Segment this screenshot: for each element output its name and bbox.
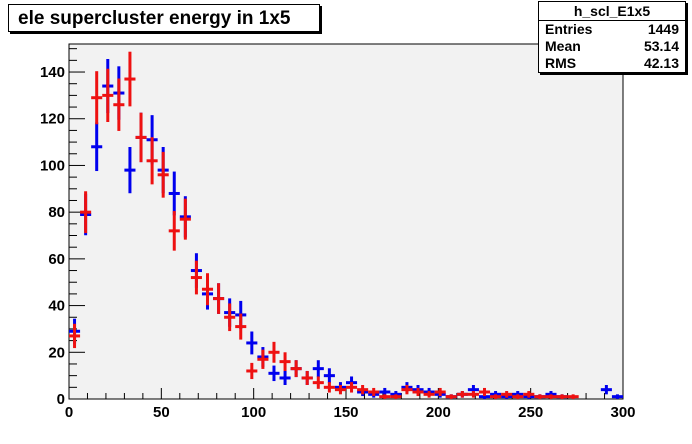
- y-tick-label: 120: [40, 111, 65, 128]
- data-point: [334, 384, 346, 395]
- stats-entries-value: 1449: [647, 21, 679, 37]
- y-tick-label: 80: [48, 204, 65, 221]
- stats-row-mean: Mean 53.14: [539, 38, 685, 55]
- data-point: [368, 387, 380, 397]
- stats-box: h_scl_E1x5 Entries 1449 Mean 53.14 RMS 4…: [538, 1, 686, 73]
- data-point: [390, 394, 402, 399]
- data-point: [534, 394, 546, 399]
- data-point: [157, 151, 169, 198]
- data-point: [268, 365, 280, 382]
- data-point: [246, 362, 258, 380]
- x-tick-label: 200: [426, 404, 451, 421]
- data-point: [168, 211, 180, 251]
- data-point: [124, 51, 136, 107]
- data-point: [600, 384, 612, 395]
- data-point: [323, 368, 335, 384]
- axis-ticks: [68, 48, 624, 400]
- y-tick-label: 100: [40, 157, 65, 174]
- y-tick-label: 40: [48, 298, 65, 315]
- data-point: [478, 387, 491, 397]
- stats-rms-label: RMS: [545, 55, 577, 71]
- series-2: [69, 51, 579, 399]
- data-point: [168, 171, 180, 216]
- data-point: [323, 382, 335, 393]
- plot-frame: [68, 43, 624, 400]
- data-point: [445, 394, 457, 399]
- x-tick-label: 0: [65, 404, 73, 421]
- data-point: [379, 394, 391, 399]
- histogram-title: ele supercluster energy in 1x5: [8, 4, 320, 32]
- data-point: [301, 370, 313, 385]
- data-point: [201, 273, 214, 306]
- data-point: [456, 391, 468, 398]
- data-point: [146, 137, 158, 185]
- stats-row-entries: Entries 1449: [539, 21, 685, 38]
- y-tick-label: 20: [48, 344, 65, 361]
- data-point: [268, 341, 280, 363]
- data-point: [501, 391, 513, 398]
- stats-mean-label: Mean: [545, 38, 581, 54]
- data-point: [190, 260, 202, 295]
- x-tick-label: 50: [153, 404, 170, 421]
- data-point: [611, 394, 623, 399]
- data-point: [412, 387, 424, 397]
- data-point: [567, 394, 579, 399]
- data-point: [523, 391, 535, 398]
- data-point: [279, 352, 291, 371]
- x-tick-label: 150: [333, 404, 358, 421]
- data-point: [279, 370, 291, 385]
- data-point: [179, 198, 191, 240]
- data-point: [490, 394, 502, 399]
- data-point: [401, 384, 413, 395]
- data-point: [135, 112, 147, 163]
- stats-histogram-name: h_scl_E1x5: [539, 2, 685, 21]
- data-point: [124, 146, 136, 194]
- data-series: [69, 51, 623, 399]
- data-point: [224, 303, 236, 332]
- y-tick-label: 60: [48, 251, 65, 268]
- x-tick-label: 300: [610, 404, 635, 421]
- data-point: [346, 382, 358, 393]
- data-point: [213, 283, 225, 314]
- data-point: [545, 394, 557, 399]
- data-point: [312, 360, 324, 378]
- data-point: [556, 394, 568, 399]
- data-point: [512, 394, 524, 399]
- stats-row-rms: RMS 42.13: [539, 55, 685, 72]
- data-point: [357, 384, 369, 395]
- data-point: [102, 68, 114, 123]
- y-tick-label: 140: [40, 64, 65, 81]
- data-point: [69, 323, 81, 349]
- data-point: [312, 376, 324, 389]
- data-point: [80, 191, 92, 234]
- data-point: [91, 71, 103, 125]
- data-point: [91, 122, 103, 172]
- stats-mean-value: 53.14: [643, 38, 679, 54]
- stats-rms-value: 42.13: [643, 55, 679, 71]
- data-point: [467, 391, 479, 398]
- y-tick-label: 0: [57, 391, 65, 408]
- data-point: [434, 387, 446, 397]
- stats-entries-label: Entries: [545, 21, 593, 37]
- data-point: [113, 78, 125, 131]
- x-tick-label: 100: [241, 404, 266, 421]
- x-tick-labels: 0 50 100 150 200 250 300: [65, 404, 636, 421]
- data-point: [246, 331, 258, 355]
- y-tick-labels: 0 20 40 60 80 100 120 140: [40, 64, 65, 408]
- data-point: [423, 391, 435, 398]
- data-point: [257, 349, 269, 369]
- data-point: [290, 360, 302, 378]
- data-point: [235, 313, 247, 340]
- x-tick-label: 250: [518, 404, 543, 421]
